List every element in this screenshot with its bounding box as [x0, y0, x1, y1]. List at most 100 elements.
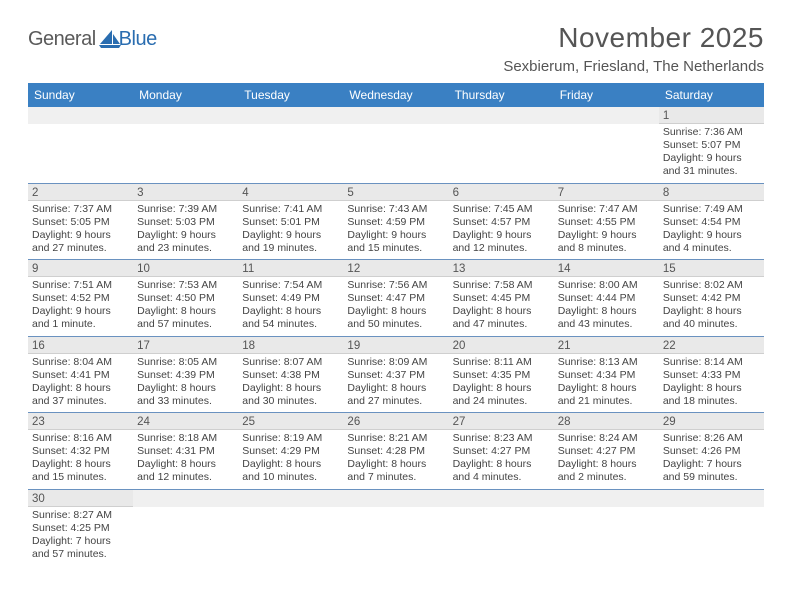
week-row: 30Sunrise: 8:27 AMSunset: 4:25 PMDayligh… — [28, 490, 764, 566]
day-content: Sunrise: 7:41 AMSunset: 5:01 PMDaylight:… — [238, 201, 343, 260]
day-cell: 16Sunrise: 8:04 AMSunset: 4:41 PMDayligh… — [28, 337, 133, 413]
day-content: Sunrise: 7:45 AMSunset: 4:57 PMDaylight:… — [449, 201, 554, 260]
sunset-text: Sunset: 4:34 PM — [558, 369, 655, 382]
day-content: Sunrise: 8:24 AMSunset: 4:27 PMDaylight:… — [554, 430, 659, 489]
day-number: 26 — [343, 413, 448, 430]
day-cell: 4Sunrise: 7:41 AMSunset: 5:01 PMDaylight… — [238, 184, 343, 260]
daylight-text: Daylight: 8 hours and 12 minutes. — [137, 458, 234, 484]
daylight-text: Daylight: 8 hours and 50 minutes. — [347, 305, 444, 331]
day-header-wednesday: Wednesday — [343, 83, 448, 107]
day-content: Sunrise: 8:00 AMSunset: 4:44 PMDaylight:… — [554, 277, 659, 336]
sunset-text: Sunset: 4:57 PM — [453, 216, 550, 229]
sunrise-text: Sunrise: 8:26 AM — [663, 432, 760, 445]
day-content: Sunrise: 8:13 AMSunset: 4:34 PMDaylight:… — [554, 354, 659, 413]
day-number: 16 — [28, 337, 133, 354]
day-header-sunday: Sunday — [28, 83, 133, 107]
day-content: Sunrise: 8:26 AMSunset: 4:26 PMDaylight:… — [659, 430, 764, 489]
day-number: 11 — [238, 260, 343, 277]
day-cell: 5Sunrise: 7:43 AMSunset: 4:59 PMDaylight… — [343, 184, 448, 260]
sunset-text: Sunset: 4:50 PM — [137, 292, 234, 305]
logo: General Blue — [28, 22, 157, 51]
day-header-tuesday: Tuesday — [238, 83, 343, 107]
sunset-text: Sunset: 4:33 PM — [663, 369, 760, 382]
day-cell-empty — [28, 107, 133, 183]
sunrise-text: Sunrise: 7:51 AM — [32, 279, 129, 292]
sunset-text: Sunset: 4:54 PM — [663, 216, 760, 229]
daylight-text: Daylight: 8 hours and 4 minutes. — [453, 458, 550, 484]
week-row: 23Sunrise: 8:16 AMSunset: 4:32 PMDayligh… — [28, 413, 764, 490]
day-number: 29 — [659, 413, 764, 430]
week-row: 2Sunrise: 7:37 AMSunset: 5:05 PMDaylight… — [28, 184, 764, 261]
daylight-text: Daylight: 9 hours and 31 minutes. — [663, 152, 760, 178]
sunset-text: Sunset: 4:27 PM — [558, 445, 655, 458]
day-content: Sunrise: 8:16 AMSunset: 4:32 PMDaylight:… — [28, 430, 133, 489]
day-number — [28, 107, 133, 124]
logo-text-general: General — [28, 28, 96, 51]
day-cell-empty — [554, 107, 659, 183]
daylight-text: Daylight: 8 hours and 15 minutes. — [32, 458, 129, 484]
day-content: Sunrise: 7:47 AMSunset: 4:55 PMDaylight:… — [554, 201, 659, 260]
sunrise-text: Sunrise: 8:18 AM — [137, 432, 234, 445]
sunrise-text: Sunrise: 7:36 AM — [663, 126, 760, 139]
day-number — [343, 490, 448, 507]
day-content: Sunrise: 7:37 AMSunset: 5:05 PMDaylight:… — [28, 201, 133, 260]
day-content: Sunrise: 7:56 AMSunset: 4:47 PMDaylight:… — [343, 277, 448, 336]
day-cell: 9Sunrise: 7:51 AMSunset: 4:52 PMDaylight… — [28, 260, 133, 336]
day-cell-empty — [343, 107, 448, 183]
sunrise-text: Sunrise: 8:24 AM — [558, 432, 655, 445]
day-header-friday: Friday — [554, 83, 659, 107]
day-cell: 29Sunrise: 8:26 AMSunset: 4:26 PMDayligh… — [659, 413, 764, 489]
day-cell-empty — [133, 107, 238, 183]
daylight-text: Daylight: 7 hours and 57 minutes. — [32, 535, 129, 561]
day-cell: 24Sunrise: 8:18 AMSunset: 4:31 PMDayligh… — [133, 413, 238, 489]
sunset-text: Sunset: 4:49 PM — [242, 292, 339, 305]
sunrise-text: Sunrise: 8:13 AM — [558, 356, 655, 369]
sunrise-text: Sunrise: 7:58 AM — [453, 279, 550, 292]
daylight-text: Daylight: 9 hours and 1 minute. — [32, 305, 129, 331]
sunset-text: Sunset: 4:38 PM — [242, 369, 339, 382]
day-number: 17 — [133, 337, 238, 354]
page-container: General Blue November 2025 Sexbierum, Fr… — [0, 0, 792, 565]
sunset-text: Sunset: 4:28 PM — [347, 445, 444, 458]
sunrise-text: Sunrise: 8:23 AM — [453, 432, 550, 445]
day-content: Sunrise: 8:05 AMSunset: 4:39 PMDaylight:… — [133, 354, 238, 413]
sunrise-text: Sunrise: 8:14 AM — [663, 356, 760, 369]
daylight-text: Daylight: 9 hours and 12 minutes. — [453, 229, 550, 255]
day-number — [133, 490, 238, 507]
day-cell: 13Sunrise: 7:58 AMSunset: 4:45 PMDayligh… — [449, 260, 554, 336]
daylight-text: Daylight: 8 hours and 24 minutes. — [453, 382, 550, 408]
day-cell-empty — [133, 490, 238, 566]
day-cell: 6Sunrise: 7:45 AMSunset: 4:57 PMDaylight… — [449, 184, 554, 260]
day-cell: 23Sunrise: 8:16 AMSunset: 4:32 PMDayligh… — [28, 413, 133, 489]
sunset-text: Sunset: 4:39 PM — [137, 369, 234, 382]
day-number: 12 — [343, 260, 448, 277]
daylight-text: Daylight: 8 hours and 2 minutes. — [558, 458, 655, 484]
sunrise-text: Sunrise: 7:49 AM — [663, 203, 760, 216]
daylight-text: Daylight: 9 hours and 8 minutes. — [558, 229, 655, 255]
week-row: 9Sunrise: 7:51 AMSunset: 4:52 PMDaylight… — [28, 260, 764, 337]
sunrise-text: Sunrise: 8:02 AM — [663, 279, 760, 292]
day-number: 8 — [659, 184, 764, 201]
location: Sexbierum, Friesland, The Netherlands — [503, 58, 764, 75]
day-cell: 26Sunrise: 8:21 AMSunset: 4:28 PMDayligh… — [343, 413, 448, 489]
sunset-text: Sunset: 4:52 PM — [32, 292, 129, 305]
daylight-text: Daylight: 8 hours and 43 minutes. — [558, 305, 655, 331]
sunset-text: Sunset: 4:59 PM — [347, 216, 444, 229]
day-cell: 22Sunrise: 8:14 AMSunset: 4:33 PMDayligh… — [659, 337, 764, 413]
day-number: 6 — [449, 184, 554, 201]
day-cell-empty — [449, 107, 554, 183]
day-number — [554, 107, 659, 124]
day-cell: 15Sunrise: 8:02 AMSunset: 4:42 PMDayligh… — [659, 260, 764, 336]
sunrise-text: Sunrise: 8:00 AM — [558, 279, 655, 292]
day-number: 27 — [449, 413, 554, 430]
daylight-text: Daylight: 8 hours and 47 minutes. — [453, 305, 550, 331]
day-number — [133, 107, 238, 124]
day-number: 19 — [343, 337, 448, 354]
daylight-text: Daylight: 8 hours and 27 minutes. — [347, 382, 444, 408]
day-content: Sunrise: 7:39 AMSunset: 5:03 PMDaylight:… — [133, 201, 238, 260]
daylight-text: Daylight: 8 hours and 7 minutes. — [347, 458, 444, 484]
day-content: Sunrise: 8:07 AMSunset: 4:38 PMDaylight:… — [238, 354, 343, 413]
day-cell-empty — [343, 490, 448, 566]
day-content: Sunrise: 8:09 AMSunset: 4:37 PMDaylight:… — [343, 354, 448, 413]
day-content: Sunrise: 8:04 AMSunset: 4:41 PMDaylight:… — [28, 354, 133, 413]
